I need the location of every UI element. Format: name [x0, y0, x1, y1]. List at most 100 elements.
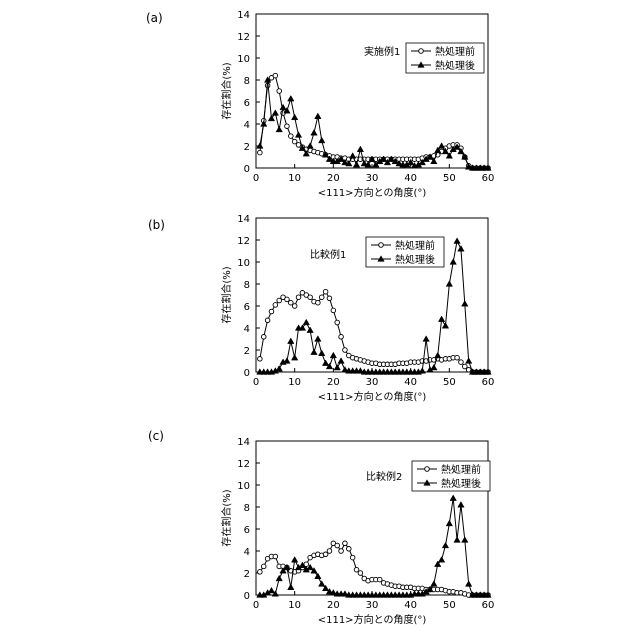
y-tick-label: 2 — [244, 142, 250, 153]
x-tick-label: 60 — [482, 377, 495, 388]
data-point — [450, 259, 456, 265]
data-point — [258, 150, 263, 155]
x-tick-label: 50 — [443, 377, 456, 388]
data-point — [315, 113, 321, 119]
data-point — [465, 358, 471, 364]
legend-entry: 熱処理後 — [441, 477, 481, 490]
data-point — [335, 543, 340, 548]
y-tick-label: 6 — [244, 302, 250, 313]
legend-marker — [379, 243, 384, 248]
data-point — [458, 502, 464, 508]
data-point — [291, 557, 297, 563]
y-tick-label: 8 — [244, 76, 250, 87]
data-point — [319, 137, 325, 143]
legend-entry: 熱処理前 — [441, 463, 481, 476]
y-axis-label: 存在割合(%) — [220, 266, 233, 323]
x-tick-label: 10 — [288, 173, 301, 184]
data-point — [438, 143, 444, 149]
data-point — [331, 308, 336, 313]
data-point — [446, 520, 452, 526]
chart-panel-1: (a)024681012140102030405060<111>方向との角度(°… — [146, 10, 494, 199]
y-tick-label: 4 — [244, 324, 250, 335]
x-axis-label: <111>方向との角度(°) — [318, 613, 427, 626]
data-point — [459, 360, 464, 365]
panel-label: (a) — [146, 11, 163, 25]
data-point — [330, 352, 336, 358]
data-point — [327, 549, 332, 554]
data-point — [269, 309, 274, 314]
y-tick-label: 2 — [244, 569, 250, 580]
series-after — [257, 77, 492, 171]
x-tick-label: 40 — [404, 173, 417, 184]
data-point — [438, 557, 444, 563]
y-tick-label: 12 — [237, 32, 250, 43]
series-line — [260, 543, 488, 595]
series-line — [260, 80, 488, 168]
case-label: 実施例1 — [364, 45, 400, 58]
x-tick-label: 20 — [327, 173, 340, 184]
data-point — [431, 364, 437, 370]
data-point — [289, 134, 294, 139]
data-point — [268, 587, 274, 593]
y-axis-label: 存在割合(%) — [220, 62, 233, 119]
data-point — [454, 537, 460, 543]
data-point — [354, 567, 359, 572]
y-tick-label: 0 — [244, 164, 250, 175]
data-point — [431, 581, 437, 587]
series-line — [260, 76, 488, 168]
x-tick-label: 30 — [366, 173, 379, 184]
data-point — [462, 537, 468, 543]
data-point — [319, 581, 325, 587]
data-point — [349, 153, 355, 159]
data-point — [347, 547, 352, 552]
legend-marker — [419, 49, 424, 54]
series-after — [257, 495, 492, 597]
data-point — [423, 336, 429, 342]
data-point — [462, 301, 468, 307]
data-point — [284, 358, 290, 364]
data-point — [323, 289, 328, 294]
x-axis-label: <111>方向との角度(°) — [318, 186, 427, 199]
y-tick-label: 10 — [237, 258, 250, 269]
y-tick-label: 4 — [244, 547, 250, 558]
y-axis-label: 存在割合(%) — [220, 489, 233, 546]
data-point — [327, 296, 332, 301]
data-point — [288, 338, 294, 344]
data-point — [311, 349, 317, 355]
y-tick-label: 14 — [237, 437, 250, 448]
data-point — [273, 554, 278, 559]
case-label: 比較例1 — [310, 248, 346, 261]
legend: 熱処理前熱処理後 — [366, 237, 444, 267]
x-tick-label: 0 — [253, 600, 259, 611]
data-point — [258, 357, 263, 362]
data-point — [265, 318, 270, 323]
data-point — [339, 335, 344, 340]
data-point — [454, 238, 460, 244]
y-tick-label: 6 — [244, 98, 250, 109]
data-point — [458, 246, 464, 252]
data-point — [285, 297, 290, 302]
data-point — [343, 541, 348, 546]
data-point — [334, 364, 340, 370]
y-tick-label: 14 — [237, 214, 250, 225]
data-point — [288, 584, 294, 590]
data-point — [435, 352, 441, 358]
data-point — [258, 570, 263, 575]
data-point — [276, 126, 282, 132]
panel-label: (c) — [148, 429, 164, 443]
x-axis-label: <111>方向との角度(°) — [318, 390, 427, 403]
data-point — [276, 366, 282, 372]
y-tick-label: 8 — [244, 503, 250, 514]
y-tick-label: 2 — [244, 346, 250, 357]
x-tick-label: 60 — [482, 173, 495, 184]
data-point — [377, 577, 382, 582]
data-point — [419, 368, 425, 374]
legend-marker — [425, 467, 430, 472]
chart-panel-3: (c)024681012140102030405060<111>方向との角度(°… — [148, 429, 494, 626]
legend-entry: 熱処理後 — [435, 59, 475, 72]
data-point — [296, 295, 301, 300]
y-tick-label: 14 — [237, 10, 250, 21]
data-point — [307, 143, 313, 149]
